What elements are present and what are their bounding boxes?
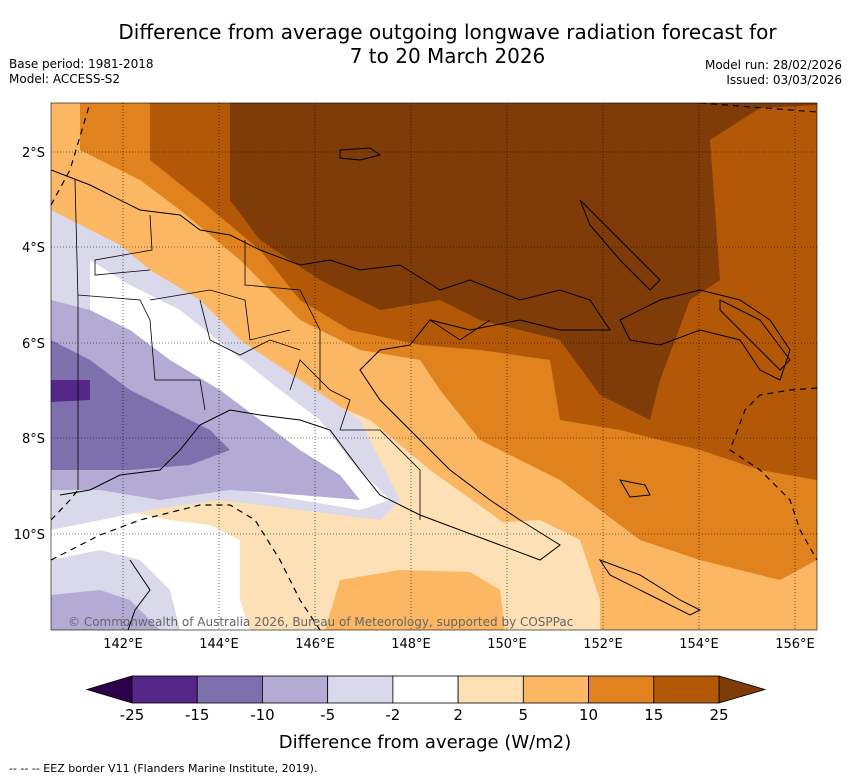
- colorbar-tick-label: 10: [579, 706, 598, 724]
- copyright: © Commonwealth of Australia 2026, Bureau…: [68, 615, 573, 629]
- coast-new-guinea: [51, 169, 611, 561]
- coast-louisiade: [598, 558, 702, 616]
- colorbar-segment: [522, 675, 589, 704]
- lat-label: 6°S: [22, 337, 45, 352]
- colorbar-segment: [588, 675, 655, 704]
- eez-borders: [51, 103, 817, 630]
- colorbar-segment: [392, 675, 459, 704]
- province-borders: [74, 179, 491, 520]
- band-5-10-south: [325, 570, 505, 630]
- eez-north-west: [51, 103, 91, 206]
- lon-label: 148°E: [391, 637, 431, 652]
- colorbar-under-arrow: [85, 675, 133, 704]
- coastlines: [51, 147, 791, 630]
- eez-south-west: [51, 489, 79, 521]
- base-period: Base period: 1981-2018: [9, 57, 154, 71]
- lat-label: 4°S: [22, 241, 45, 256]
- meta-left: Base period: 1981-2018 Model: ACCESS-S2: [9, 57, 154, 87]
- colorbar-tick-label: -5: [320, 706, 335, 724]
- lon-label: 150°E: [487, 637, 527, 652]
- colorbar-tick-label: 25: [709, 706, 728, 724]
- border-western-1: [77, 294, 206, 411]
- lon-label: 144°E: [199, 637, 239, 652]
- eez-north-east: [699, 103, 817, 113]
- lat-label: 8°S: [22, 432, 45, 447]
- colorbar-segment: [131, 675, 198, 704]
- colorbar-tick-label: 15: [644, 706, 663, 724]
- lon-label: 146°E: [295, 637, 335, 652]
- map-frame: [50, 102, 818, 631]
- graticule: [51, 103, 817, 630]
- colorbar-tick-label: 2: [453, 706, 463, 724]
- border-morobe: [340, 429, 421, 520]
- lon-label: 152°E: [583, 637, 623, 652]
- issued-date: Issued: 03/03/2026: [726, 73, 842, 87]
- colorbar-segment: [457, 675, 524, 704]
- colorbar-segment: [196, 675, 263, 704]
- model-name: Model: ACCESS-S2: [9, 72, 121, 86]
- colorbar-tick-label: -2: [385, 706, 400, 724]
- lon-label: 142°E: [103, 637, 143, 652]
- lon-labels: 142°E 144°E 146°E 148°E 150°E 152°E 154°…: [103, 637, 815, 652]
- colorbar-segment: [327, 675, 394, 704]
- title-line-1: Difference from average outgoing longwav…: [118, 20, 777, 44]
- band-lt-m15: [51, 380, 90, 402]
- coast-dentrecasteaux: [619, 479, 651, 498]
- colorbar-tick-label: 5: [519, 706, 529, 724]
- lat-labels: 2°S 4°S 6°S 8°S 10°S: [14, 146, 45, 543]
- eez-footnote: -- -- -- EEZ border V11 (Flanders Marine…: [9, 762, 318, 775]
- coast-new-britain: [619, 289, 791, 381]
- border-highlands-1: [149, 289, 291, 341]
- lon-label: 154°E: [679, 637, 719, 652]
- border-gulf: [289, 359, 351, 431]
- coast-australia-tip: [127, 559, 151, 630]
- colorbar-segments: [131, 675, 720, 704]
- colorbar-tick-label: -10: [250, 706, 275, 724]
- colorbar-label: Difference from average (W/m2): [279, 732, 571, 753]
- colorbar-tick-label: -15: [185, 706, 210, 724]
- colorbar-tick-label: -25: [120, 706, 145, 724]
- colorbar-segment: [262, 675, 329, 704]
- lon-label: 156°E: [775, 637, 815, 652]
- lat-label: 10°S: [14, 528, 45, 543]
- border-indonesia-png: [74, 179, 79, 490]
- coast-bougainville: [719, 299, 791, 371]
- colorbar-segment: [653, 675, 720, 704]
- coast-new-ireland: [579, 199, 661, 291]
- coast-manus: [339, 147, 382, 161]
- border-madang: [429, 319, 491, 341]
- eez-south: [51, 504, 321, 630]
- title-line-2: 7 to 20 March 2026: [349, 44, 546, 68]
- model-run: Model run: 28/02/2026: [704, 58, 842, 72]
- border-highlands-2: [199, 299, 301, 356]
- colorbar: -25 -15 -10 -5 -2 2 5 10 15 25 Difference from av…: [85, 675, 767, 753]
- border-sandaun: [94, 214, 153, 276]
- meta-right: Model run: 28/02/2026 Issued: 03/03/2026: [705, 58, 842, 88]
- eez-south-east: [729, 387, 817, 561]
- colorbar-over-arrow: [718, 675, 767, 704]
- lat-label: 2°S: [22, 146, 45, 161]
- colorbar-ticks: -25 -15 -10 -5 -2 2 5 10 15 25: [120, 706, 729, 724]
- border-enga: [244, 240, 321, 390]
- map-area: © Commonwealth of Australia 2026, Bureau…: [51, 103, 817, 630]
- band-m10-m5-sw: [51, 590, 160, 630]
- band-m15-m10: [51, 340, 230, 470]
- chart-title: Difference from average outgoing longwav…: [0, 20, 850, 68]
